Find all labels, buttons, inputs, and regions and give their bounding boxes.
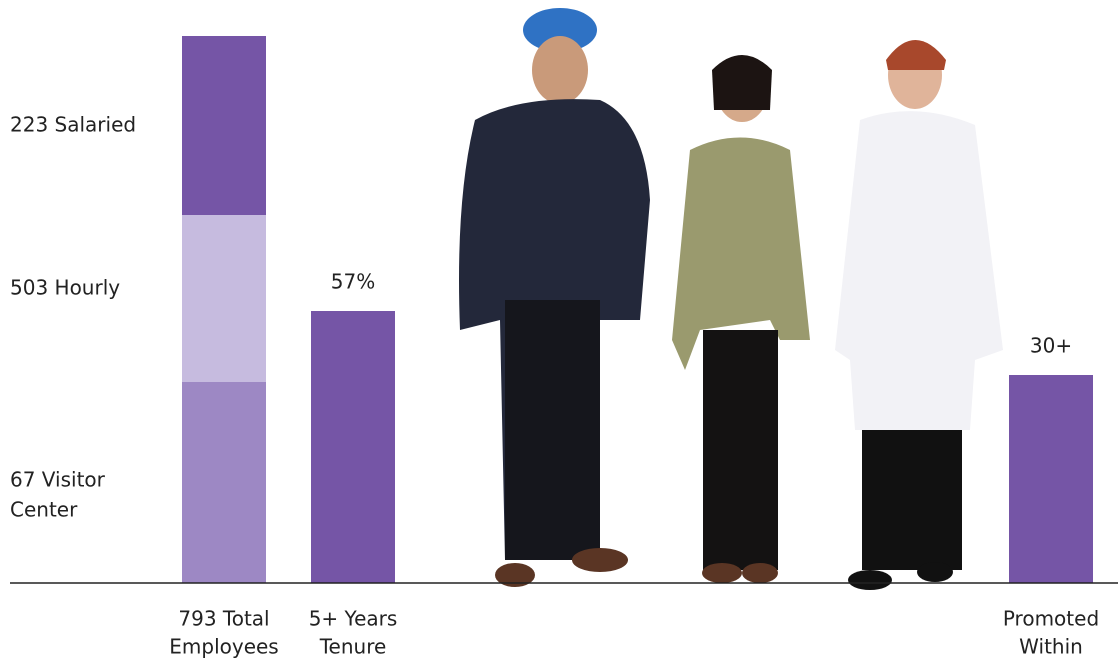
bar-segment-hourly	[182, 215, 266, 382]
bar-caption: 5+ Years	[309, 607, 398, 631]
bar-caption: Promoted	[1003, 607, 1099, 631]
bar-segment-visitor	[182, 382, 266, 583]
bar-value-label: 30+	[1030, 334, 1072, 358]
bar-caption: 793 Total	[178, 607, 269, 631]
bar-value-label: 57%	[331, 270, 375, 294]
bar-caption: Within	[1019, 635, 1083, 659]
infographic: 223 Salaried 503 Hourly 67 Visitor Center 79…	[0, 0, 1118, 661]
people-photo	[459, 8, 1003, 590]
bar-caption: Employees	[169, 635, 278, 659]
page: 223 Salaried 503 Hourly 67 Visitor Center 79…	[0, 0, 1118, 661]
bar-segment-salaried	[182, 36, 266, 215]
segment-label: 503 Hourly	[10, 276, 120, 300]
segment-label: 67 Visitor	[10, 468, 106, 492]
segment-label: 223 Salaried	[10, 113, 136, 137]
bar-promoted	[1009, 375, 1093, 583]
bar-caption: Tenure	[319, 635, 387, 659]
bar-tenure	[311, 311, 395, 583]
segment-label: Center	[10, 498, 78, 522]
